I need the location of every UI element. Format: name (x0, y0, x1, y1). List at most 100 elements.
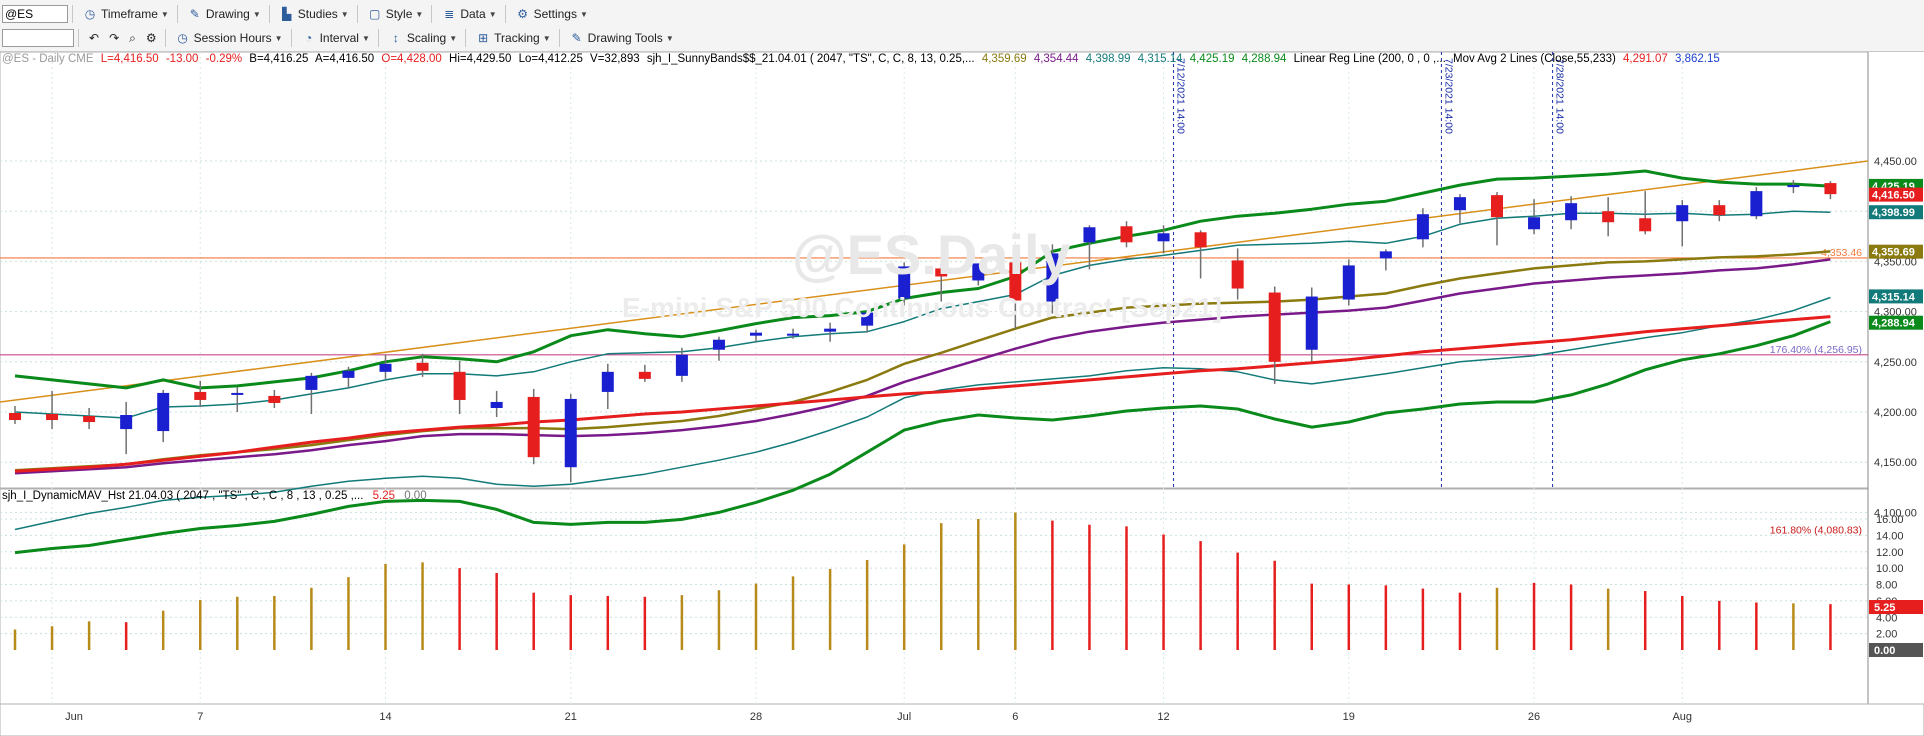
price-marker (1869, 244, 1923, 259)
chevron-down-icon: ▼ (449, 33, 458, 43)
price-chart[interactable]: 4,450.004,400.004,350.004,300.004,250.00… (0, 52, 1924, 736)
chevron-down-icon: ▼ (415, 9, 424, 19)
legend-low: Lo=4,412.25 (518, 53, 583, 65)
secondary-symbol-input[interactable] (2, 29, 74, 47)
chevron-down-icon: ▼ (340, 9, 349, 19)
legend-s3-v1: 4,291.07 (1623, 53, 1668, 65)
date-axis-area (0, 703, 1924, 736)
date-tick-label: 12 (1157, 711, 1169, 723)
price-tick-label: 4,350.00 (1874, 256, 1917, 268)
menu-label: Drawing (205, 7, 250, 21)
candle-body (231, 392, 244, 395)
gear-small-icon[interactable]: ⚙ (145, 31, 157, 45)
legend-s3-v2: 3,862.15 (1674, 53, 1720, 65)
interval-icon: ◔ (304, 31, 313, 45)
studies-icon: ▙ (282, 7, 292, 21)
menu-drawing-tools[interactable]: ✎ Drawing Tools ▼ (566, 28, 678, 48)
candle-body (83, 416, 96, 423)
toolbar: @ES ◷ Timeframe ▼ ✎ Drawing ▼ ▙ Studies ▼ ▢ Style ▼… (0, 0, 1924, 52)
price-axis-area (1868, 52, 1924, 736)
candle-body (1491, 195, 1503, 218)
date-tick-label: 28 (750, 711, 762, 723)
menu-tracking[interactable]: ⊞ Tracking ▼ (472, 28, 555, 48)
candle-body (972, 263, 985, 281)
study-line-upper-mid (14, 210, 1831, 419)
candle-body (1453, 197, 1466, 211)
legend-change: -13.00 (165, 53, 199, 65)
menu-studies[interactable]: ▙ Studies ▼ (276, 4, 353, 24)
date-tick-label: Jul (897, 711, 911, 723)
legend-s1-v4: 4,315.14 (1137, 53, 1183, 65)
study-line-purple (14, 258, 1831, 475)
redo-icon[interactable]: ↷ (109, 31, 120, 45)
time-marker-label: 7/23/2021 14:00 (1442, 58, 1454, 134)
candle-body (46, 414, 59, 421)
price-legend: @ES - Daily CME L=4,416.50 -13.00 -0.29%… (2, 53, 1724, 65)
candle-body (750, 332, 762, 336)
volume-tick-label: 2.00 (1876, 629, 1897, 641)
toolbar-separator (431, 5, 433, 23)
zoom-icon[interactable]: ⌕ (129, 30, 136, 45)
volume-tick-label: 14.00 (1876, 530, 1904, 542)
menu-label: Drawing Tools (587, 31, 663, 45)
time-marker-label: 7/28/2021 14:00 (1554, 58, 1566, 134)
menu-settings[interactable]: ⚙ Settings ▼ (512, 4, 592, 24)
symbol-input[interactable]: @ES (2, 5, 68, 23)
fib-label: 161.80% (4,080.83) (1770, 525, 1862, 537)
session-icon: ◷ (177, 31, 188, 45)
legend-study-linreg: Linear Reg Line (200, 0 , 0 ,... (1293, 53, 1446, 65)
menu-label: Session Hours (193, 31, 272, 45)
price-marker (1869, 289, 1923, 304)
menu-label: Timeframe (101, 7, 158, 21)
linear-regression-line (0, 160, 1869, 403)
price-tick-label: 4,300.00 (1874, 307, 1917, 319)
chevron-down-icon: ▼ (579, 9, 588, 19)
menu-timeframe[interactable]: ◷ Timeframe ▼ (79, 4, 173, 24)
scaling-icon: ↕ (392, 31, 399, 45)
tracking-icon: ⊞ (478, 31, 489, 45)
price-tick-label: 4,450.00 (1874, 156, 1917, 168)
legend-ask: A=4,416.50 (315, 53, 375, 65)
chevron-down-icon: ▼ (542, 33, 551, 43)
legend-percent: -0.29% (205, 53, 243, 65)
menu-session-hours[interactable]: ◷ Session Hours ▼ (172, 28, 287, 48)
date-tick-label: Jun (65, 711, 83, 723)
menu-style[interactable]: ▢ Style ▼ (364, 4, 428, 24)
candle-body (527, 396, 540, 458)
price-marker-label: 4,416.50 (1872, 190, 1915, 202)
date-tick-label: 7 (197, 711, 203, 723)
legend-s1-v5: 4,425.19 (1189, 53, 1235, 65)
volume-tick-label: 16.00 (1876, 514, 1904, 526)
toolbar-separator (290, 29, 292, 47)
candle-body (453, 371, 466, 400)
toolbar-separator (78, 29, 79, 47)
volume-legend: sjh_I_DynamicMAV_Hst 21.04.03 ( 2047 , "… (2, 490, 427, 502)
menu-label: Settings (533, 7, 577, 21)
watermark-description: E-mini S&P 500 Continuous Contract [Sep2… (622, 292, 1223, 323)
candle-body (638, 371, 651, 379)
price-marker (1869, 187, 1923, 202)
candle-body (1342, 265, 1355, 300)
candle-body (787, 333, 800, 336)
date-tick-label: 26 (1528, 711, 1540, 723)
price-marker-label: 4,315.14 (1872, 291, 1916, 303)
toolbar-row-1-menus: ◷ Timeframe ▼ ✎ Drawing ▼ ▙ Studies ▼ ▢ Style ▼ ≣ Dat… (77, 4, 592, 24)
legend-lower-study: sjh_I_DynamicMAV_Hst 21.04.03 ( 2047 , "… (2, 490, 364, 502)
drawing-tools-icon: ✎ (571, 31, 582, 45)
legend-s1-v1: 4,359.69 (981, 53, 1027, 65)
legend-lower-v2: 0.00 (404, 490, 427, 502)
menu-scaling[interactable]: ↕ Scaling ▼ (385, 28, 461, 48)
menu-label: Data (460, 7, 486, 21)
menu-drawing[interactable]: ✎ Drawing ▼ (184, 4, 265, 24)
menu-interval[interactable]: ◔ Interval ▼ (298, 28, 374, 48)
undo-icon[interactable]: ↶ (89, 31, 100, 45)
candle-body (490, 401, 503, 408)
menu-label: Studies (297, 7, 338, 21)
legend-s1-v3: 4,398.99 (1085, 53, 1131, 65)
price-marker-label: 4,359.69 (1872, 247, 1915, 259)
menu-data[interactable]: ≣ Data ▼ (438, 4, 500, 24)
style-icon: ▢ (369, 7, 381, 21)
toolbar-separator (356, 5, 358, 23)
toolbar-separator (164, 29, 166, 47)
chevron-down-icon: ▼ (361, 33, 370, 43)
